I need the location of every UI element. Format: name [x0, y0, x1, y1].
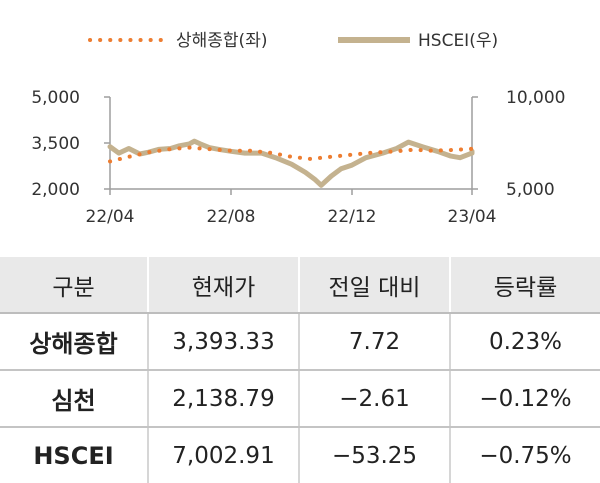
y-left-tick-label: 5,000: [31, 88, 80, 108]
legend-label-sse: 상해종합(좌): [176, 31, 267, 51]
series-line-hscei: [107, 138, 475, 188]
x-tick-label: 22/12: [328, 207, 377, 227]
table-row: HSCEI 7,002.91 −53.25 −0.75%: [0, 427, 600, 483]
x-tick-label: 23/04: [448, 207, 497, 227]
x-tick-label: 22/04: [86, 207, 135, 227]
cell-price: 3,393.33: [147, 313, 299, 371]
index-table: 구분 현재가 전일 대비 등락률 상해종합 3,393.33 7.72 0.23…: [0, 257, 600, 483]
chart: 상해종합(좌) HSCEI(우) 5,000 3,500 2,000 10,000 5,…: [31, 31, 565, 227]
row-label: HSCEI: [33, 441, 114, 470]
row-label: 심천: [0, 370, 148, 428]
axes: 5,000 3,500 2,000 10,000 5,000 22/04 22/08 22/1…: [31, 88, 565, 227]
y-left-tick-label: 3,500: [31, 134, 80, 154]
legend-label-hscei: HSCEI(우): [418, 31, 498, 51]
y-left-tick-label: 2,000: [31, 180, 80, 200]
cell-price: 7,002.91: [147, 427, 299, 483]
series-line-sse: [108, 144, 474, 164]
cell-change: 7.72: [298, 313, 450, 371]
legend: 상해종합(좌) HSCEI(우): [88, 31, 498, 51]
series-layer: [107, 138, 475, 188]
cell-change-rate: 0.23%: [449, 313, 600, 371]
cell-price: 2,138.79: [147, 370, 299, 428]
cell-change-rate: −0.75%: [449, 427, 600, 483]
row-label: 상해종합: [0, 313, 148, 371]
header-change: 전일 대비: [298, 257, 450, 314]
cell-change: −53.25: [298, 427, 450, 483]
y-right-tick-label: 5,000: [506, 180, 555, 200]
header-category: 구분: [0, 257, 148, 314]
x-tick-label: 22/08: [207, 207, 256, 227]
header-change-rate: 등락률: [449, 257, 600, 314]
y-right-tick-label: 10,000: [506, 88, 565, 108]
cell-change-rate: −0.12%: [449, 370, 600, 428]
table-row: 상해종합 3,393.33 7.72 0.23%: [0, 313, 600, 371]
cell-change: −2.61: [298, 370, 450, 428]
legend-item-sse: 상해종합(좌): [88, 31, 267, 51]
chart-svg: 상해종합(좌) HSCEI(우) 5,0003,5002,00010,0005,…: [31, 31, 565, 227]
legend-item-hscei: HSCEI(우): [338, 31, 498, 51]
table-header-row: 구분 현재가 전일 대비 등락률: [0, 257, 600, 314]
table-row: 심천 2,138.79 −2.61 −0.12%: [0, 370, 600, 428]
header-price: 현재가: [147, 257, 299, 314]
